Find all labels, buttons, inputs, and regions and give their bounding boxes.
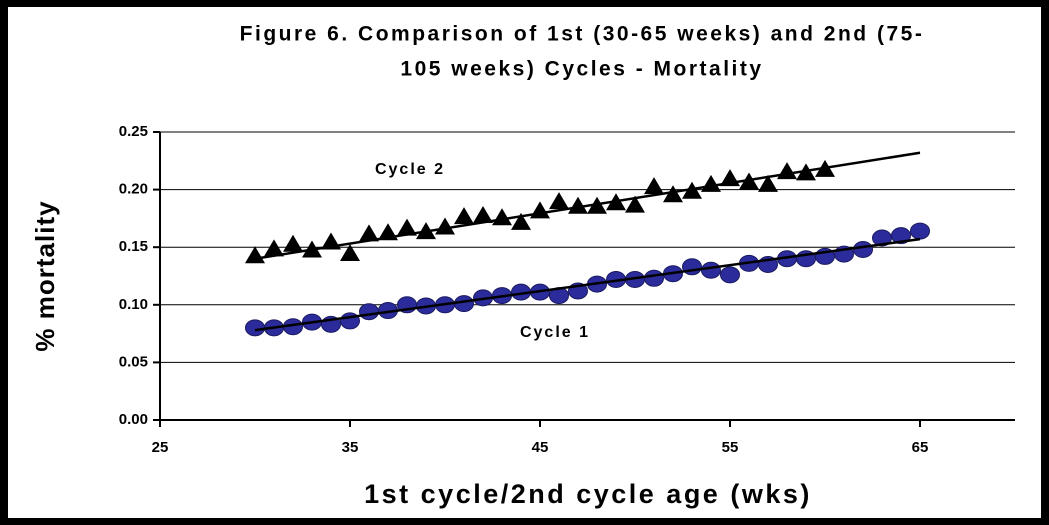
point [853,241,873,259]
point [454,207,474,225]
point [758,174,778,192]
point [473,205,493,223]
chart-title: 105 weeks) Cycles - Mortality [400,58,763,81]
x-tick-label: 45 [532,439,549,456]
point [397,218,417,236]
point [720,266,740,284]
point [891,227,911,245]
point [359,224,379,242]
point [701,261,721,279]
point [340,243,360,261]
point [625,195,645,213]
y-tick-label: 0.05 [119,353,148,370]
series-annotation: Cycle 1 [520,324,590,341]
point [910,222,930,240]
x-tick-label: 35 [342,439,359,456]
y-tick-label: 0.00 [119,411,148,428]
x-tick-label: 65 [912,439,929,456]
x-tick-label: 55 [722,439,739,456]
point [644,177,664,195]
point [245,319,265,337]
trend-line [254,151,921,260]
chart-title: Figure 6. Comparison of 1st (30-65 weeks… [240,23,925,46]
series-annotation: Cycle 2 [375,161,445,178]
point [511,212,531,230]
y-tick-label: 0.25 [119,123,148,140]
y-tick-label: 0.10 [119,296,148,313]
point [283,234,303,252]
point [264,239,284,257]
point [568,196,588,214]
y-tick-label: 0.20 [119,181,148,198]
x-tick-label: 25 [152,439,169,456]
y-tick-label: 0.15 [119,238,148,255]
point [644,269,664,287]
trend-line [254,237,921,332]
y-axis-label: % mortality [30,200,60,351]
point [663,185,683,203]
point [549,192,569,210]
point [359,303,379,321]
x-axis-label: 1st cycle/2nd cycle age (wks) [364,479,812,509]
